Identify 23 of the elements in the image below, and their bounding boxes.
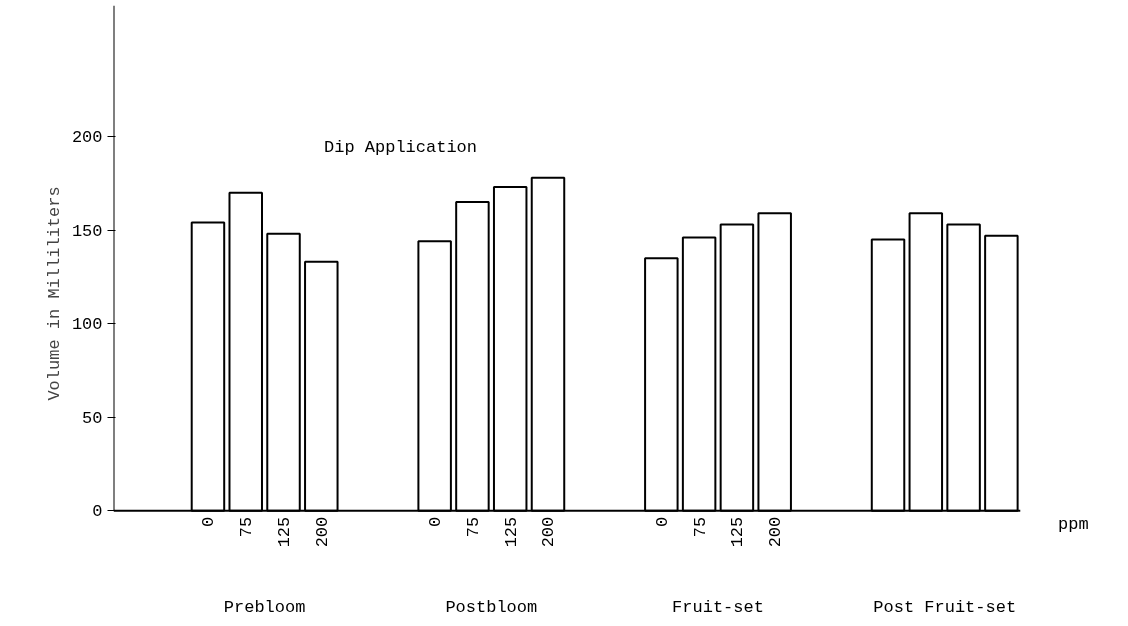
x-tick-label: 200 [766, 516, 786, 548]
x-tick-label: 75 [237, 516, 257, 538]
y-tick-label: 200 [71, 127, 103, 147]
text: Prebloom [223, 597, 306, 617]
y-axis-title: Volume in Milliliters [44, 186, 64, 401]
x-tick-label: 125 [728, 516, 748, 548]
x-tick-label: 0 [199, 516, 219, 527]
text: Post Fruit-set [873, 597, 1017, 617]
text: Postbloom [445, 597, 538, 617]
x-tick-label: 125 [501, 516, 521, 548]
x-tick-label: 200 [312, 516, 332, 548]
x-tick-label: 200 [539, 516, 559, 548]
text: Fruit-set [672, 597, 764, 617]
x-tick-label: 125 [275, 516, 295, 548]
y-tick-label: 150 [71, 221, 103, 241]
x-tick-label: 0 [652, 516, 672, 527]
x-tick-label: 75 [690, 516, 710, 538]
y-tick-label: 50 [82, 408, 103, 428]
y-tick-label: 100 [71, 315, 103, 335]
x-tick-label: 75 [463, 516, 483, 538]
x-axis-title: ppm [1058, 514, 1089, 534]
text: Dip Application [323, 137, 478, 157]
x-tick-label: 0 [426, 516, 446, 527]
